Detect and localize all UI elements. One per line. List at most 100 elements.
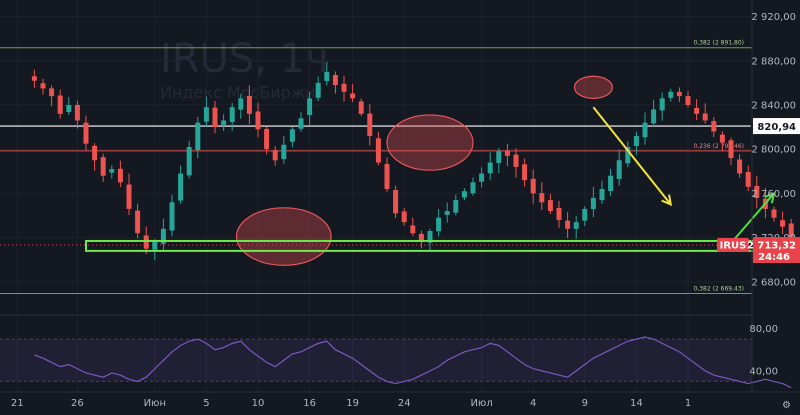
price-tick-label-2: 2 840,00 xyxy=(751,101,796,112)
time-tick-label-7: 24 xyxy=(398,398,411,409)
candle-body-14 xyxy=(152,242,158,250)
time-tick-label-1: 26 xyxy=(71,398,84,409)
candle-body-15 xyxy=(160,228,166,244)
price-tick-label-6: 2 680,00 xyxy=(751,277,796,288)
candle-body-62 xyxy=(565,220,571,229)
candle-body-42 xyxy=(393,189,399,214)
candle-body-2 xyxy=(49,88,55,97)
candle-body-48 xyxy=(444,211,450,215)
candle-body-49 xyxy=(453,200,459,213)
time-tick-label-12: 1 xyxy=(685,398,691,409)
candle-body-28 xyxy=(272,150,278,161)
time-tick-label-6: 19 xyxy=(346,398,359,409)
candle-body-79 xyxy=(711,121,717,132)
candle-body-76 xyxy=(685,96,691,105)
candle-body-5 xyxy=(74,105,80,121)
candle-body-32 xyxy=(307,98,313,116)
rsi-band xyxy=(0,339,752,382)
candle-body-50 xyxy=(461,191,467,198)
candle-body-16 xyxy=(169,202,175,231)
fib-0382-lower-label: 0,382 (2 669,43) xyxy=(694,286,744,293)
candle-body-68 xyxy=(616,160,622,179)
time-tick-label-9: 4 xyxy=(530,398,536,409)
green-up-arrow-head xyxy=(764,191,776,204)
candle-body-54 xyxy=(496,151,502,163)
candle-body-70 xyxy=(633,135,639,146)
candle-body-87 xyxy=(780,220,786,227)
yellow-down-arrow-head xyxy=(661,194,673,207)
candle-body-59 xyxy=(539,193,545,203)
candle-body-6 xyxy=(83,122,89,144)
candle-body-77 xyxy=(694,107,700,114)
candle-body-35 xyxy=(332,74,338,86)
candle-body-0 xyxy=(31,76,37,81)
candle-body-46 xyxy=(427,231,433,243)
watermark-subtitle: Индекс МосБиржи xyxy=(160,83,316,102)
last-price-tag xyxy=(753,237,800,264)
candle-body-81 xyxy=(728,140,734,159)
candle-body-4 xyxy=(66,105,72,112)
highlight-circle-2 xyxy=(573,75,613,99)
last-price-tag-price: 2 713,32 xyxy=(747,241,796,252)
candle-body-63 xyxy=(573,222,579,229)
candle-body-65 xyxy=(590,197,596,210)
time-tick-label-8: Июл xyxy=(470,398,492,409)
candle-body-82 xyxy=(737,159,743,174)
rsi-tick-label-0: 80,00 xyxy=(749,324,778,335)
candle-body-8 xyxy=(100,157,106,176)
current-price-tag-label: 2 820,94 xyxy=(747,122,796,133)
candle-body-7 xyxy=(92,145,98,161)
candle-body-33 xyxy=(315,82,321,98)
candle-body-20 xyxy=(203,107,209,122)
time-axis[interactable]: 21 26 Июн 5 10 16 19 24 Июл 4 9 14 1 xyxy=(0,391,800,409)
rsi-tick-label-1: 40,00 xyxy=(749,366,778,377)
time-tick-label-2: Июн xyxy=(144,398,166,409)
candle-body-73 xyxy=(659,98,665,111)
candle-body-44 xyxy=(410,225,416,234)
candle-body-74 xyxy=(668,91,674,98)
candle-body-64 xyxy=(582,208,588,221)
candle-body-38 xyxy=(358,101,364,114)
candle-body-51 xyxy=(470,182,476,194)
time-tick-label-10: 9 xyxy=(582,398,588,409)
candle-body-58 xyxy=(530,178,536,194)
candle-body-26 xyxy=(255,111,261,130)
candle-body-88 xyxy=(788,223,794,246)
symbol-watermark: IRUS, 1ч Индекс МосБиржи xyxy=(160,36,329,102)
rsi-indicator xyxy=(0,336,792,389)
rsi-line xyxy=(34,336,792,389)
last-price-tag-countdown: 24:46 xyxy=(758,252,790,263)
candle-body-80 xyxy=(719,134,725,143)
candle-body-84 xyxy=(754,185,760,198)
candle-body-17 xyxy=(178,173,184,201)
candle-body-36 xyxy=(341,83,347,92)
price-tick-label-1: 2 880,00 xyxy=(751,56,796,67)
candle-body-43 xyxy=(401,211,407,223)
candle-body-9 xyxy=(109,169,115,173)
candle-body-12 xyxy=(135,210,141,234)
candle-body-30 xyxy=(289,129,295,142)
watermark-symbol: IRUS, 1ч xyxy=(160,36,329,82)
candle-body-45 xyxy=(418,233,424,243)
candle-body-72 xyxy=(651,109,657,124)
candle-body-22 xyxy=(221,120,227,125)
candle-body-71 xyxy=(642,122,648,138)
fib-0236-label: 0,236 (2 798,46) xyxy=(694,143,744,150)
drawing-overlays xyxy=(85,75,776,266)
candle-body-75 xyxy=(676,91,682,97)
candle-body-11 xyxy=(126,184,132,209)
current-price-tag xyxy=(753,118,800,135)
candle-body-69 xyxy=(625,147,631,164)
yellow-down-arrow-shaft xyxy=(592,106,672,206)
candle-body-37 xyxy=(350,93,356,99)
candle-body-83 xyxy=(745,171,751,187)
candle-body-57 xyxy=(522,164,528,181)
time-tick-label-3: 5 xyxy=(203,398,209,409)
candle-body-47 xyxy=(436,217,442,232)
candle-body-29 xyxy=(281,144,287,160)
candle-body-41 xyxy=(384,163,390,189)
settings-gear-icon[interactable]: ⚙ xyxy=(782,400,791,411)
candle-body-19 xyxy=(195,122,201,150)
